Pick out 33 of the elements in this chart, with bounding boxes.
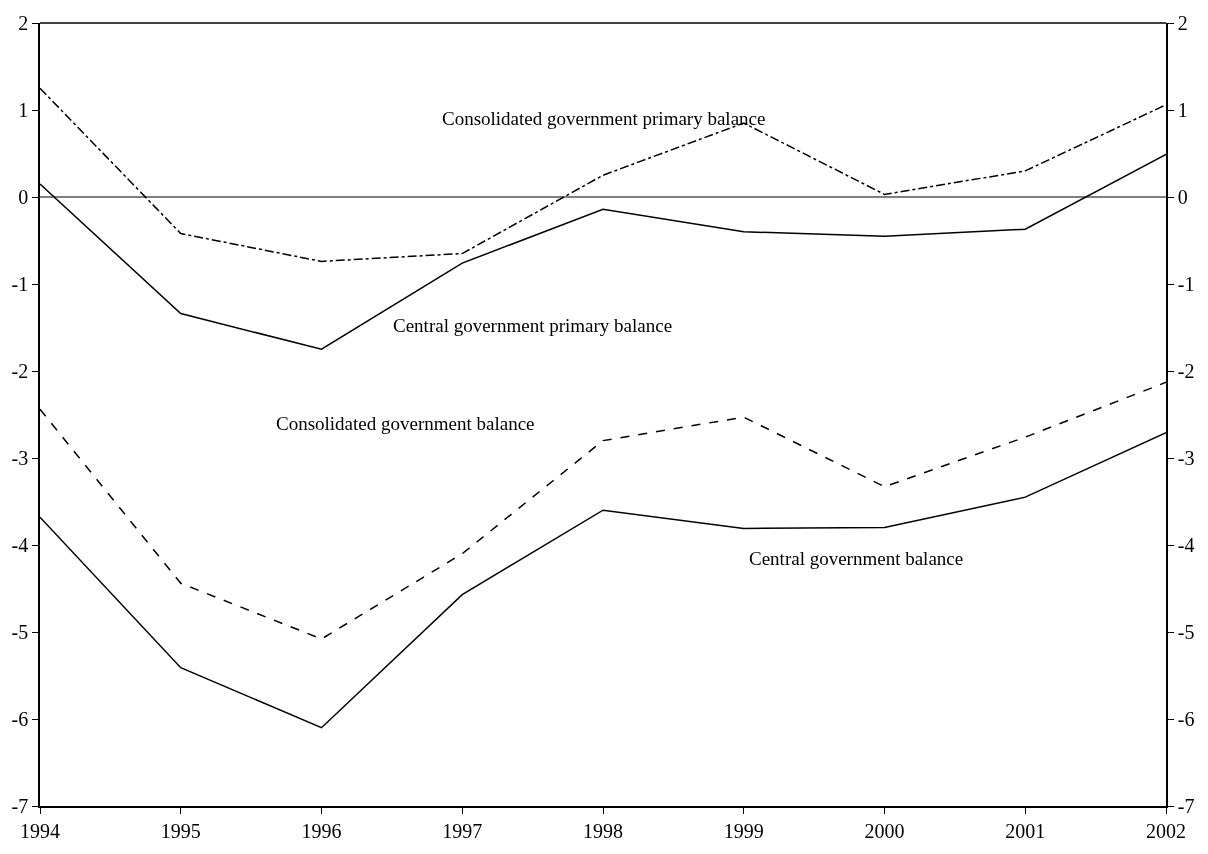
series-label: Central government balance bbox=[749, 548, 964, 569]
y2-tick-label: -3 bbox=[1177, 447, 1195, 469]
y2-tick-label: -4 bbox=[1177, 534, 1195, 556]
x-tick-label: 2000 bbox=[864, 819, 905, 842]
x-tick-label: 1996 bbox=[301, 819, 342, 842]
y-tick-label: -1 bbox=[11, 273, 29, 295]
series-label: Consolidated government primary balance bbox=[442, 108, 766, 129]
y-tick-label: -4 bbox=[11, 534, 29, 556]
y2-tick-label: -6 bbox=[1177, 708, 1195, 730]
y-tick-label: 0 bbox=[18, 186, 29, 208]
text: Consolidated government balance bbox=[276, 413, 535, 434]
x-tick-label: 1994 bbox=[20, 819, 60, 842]
y2-tick-label: -5 bbox=[1177, 621, 1195, 643]
x-tick-label: 2001 bbox=[1005, 819, 1046, 842]
series-label: Central government primary balance bbox=[393, 315, 673, 336]
y2-tick-label: -2 bbox=[1177, 360, 1195, 382]
x-tick-label: 1999 bbox=[723, 819, 764, 842]
y2-tick-label: -1 bbox=[1177, 273, 1195, 295]
x-tick-label: 2002 bbox=[1146, 819, 1186, 842]
y-tick-label: -2 bbox=[11, 360, 29, 382]
y2-tick-label: 2 bbox=[1177, 12, 1188, 34]
y2-tick-label: 1 bbox=[1177, 99, 1188, 121]
x-tick-label: 1997 bbox=[442, 819, 483, 842]
x-tick-label: 1998 bbox=[583, 819, 623, 842]
y-tick-label: -6 bbox=[11, 708, 29, 730]
y-tick-label: -3 bbox=[11, 447, 29, 469]
y2-tick-label: -7 bbox=[1177, 795, 1195, 817]
y-tick-label: 1 bbox=[18, 99, 29, 121]
y-tick-label: -5 bbox=[11, 621, 29, 643]
y2-tick-label: 0 bbox=[1177, 186, 1188, 208]
y-tick-label: -7 bbox=[11, 795, 29, 817]
y-tick-label: 2 bbox=[18, 12, 29, 34]
x-tick-label: 1995 bbox=[160, 819, 201, 842]
